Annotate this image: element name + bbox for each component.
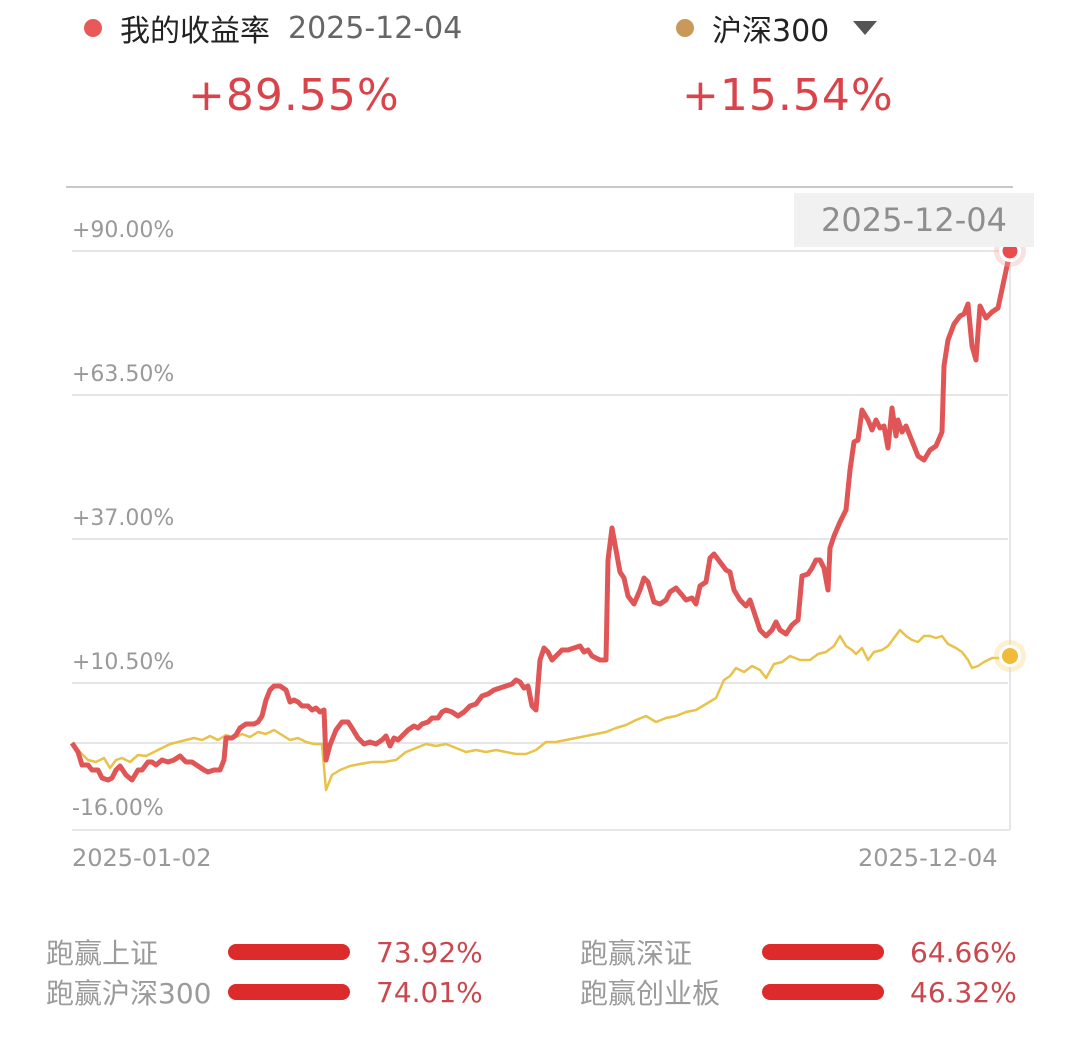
y-tick-label: +63.50% [72,362,175,387]
caret-down-icon[interactable] [853,21,878,35]
stat-label: 跑赢上证 [46,937,159,970]
legend-my-return-label: 我的收益率 [120,14,270,49]
stat-row: 跑赢沪深300 74.01% [46,972,483,1012]
x-end-label: 2025-12-04 [858,844,998,872]
legend-date: 2025-12-04 [288,10,463,46]
stat-row: 跑赢上证 73.92% [46,932,483,972]
y-tick-label: +90.00% [72,218,175,243]
stat-value: 74.01% [376,975,483,1009]
benchmark-selector[interactable]: 沪深300 [676,6,878,50]
return-chart[interactable]: +90.00% +63.50% +37.00% +10.50% -16.00% … [0,0,1079,900]
chart-canvas [66,186,1026,831]
stat-bar [762,984,884,1000]
stat-value: 73.92% [376,935,483,969]
stat-bar [762,944,884,960]
date-tooltip: 2025-12-04 [794,193,1034,247]
my-return-dot-icon [84,19,102,37]
stat-value: 46.32% [910,975,1017,1009]
my-return-value: +89.55% [188,70,400,121]
stat-row: 跑赢深证 64.66% [580,932,1017,972]
stat-bar [228,984,350,1000]
legend-my-return: 我的收益率 2025-12-04 [84,6,462,50]
x-start-label: 2025-01-02 [72,844,212,872]
benchmark-dot-icon [676,19,694,37]
stat-label: 跑赢创业板 [580,977,721,1010]
y-tick-label: +37.00% [72,506,175,531]
stat-label: 跑赢沪深300 [46,977,212,1010]
stat-bar [228,944,350,960]
stat-label: 跑赢深证 [580,937,693,970]
stat-value: 64.66% [910,935,1017,969]
y-tick-label: +10.50% [72,650,175,675]
benchmark-return-value: +15.54% [682,70,894,121]
benchmark-label: 沪深300 [712,14,830,49]
y-tick-label: -16.00% [72,796,164,821]
stat-row: 跑赢创业板 46.32% [580,972,1017,1012]
